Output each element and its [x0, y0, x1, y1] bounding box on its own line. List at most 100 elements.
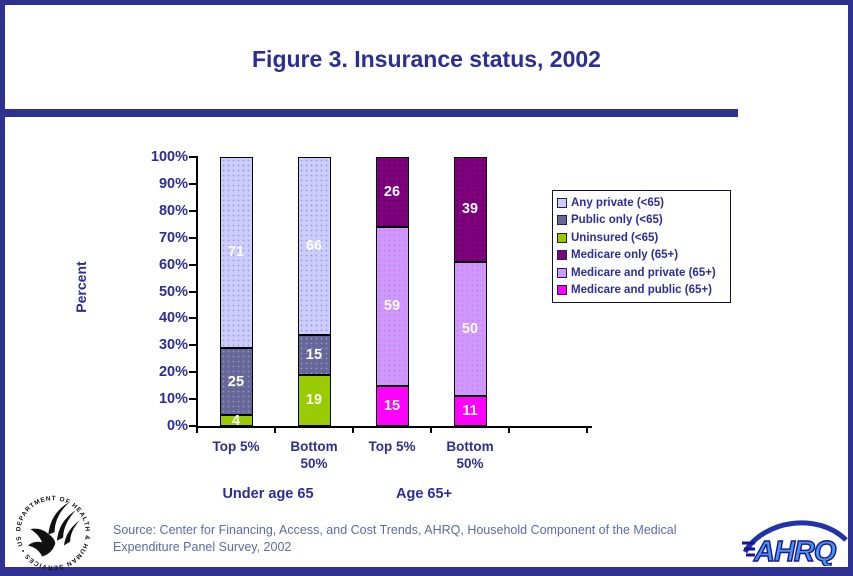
source-line: Expenditure Panel Survey, 2002: [113, 540, 292, 554]
y-axis-tick: [189, 290, 197, 293]
y-axis-tick: [189, 371, 197, 374]
legend-label: Medicare and private (65+): [571, 266, 716, 279]
page-border-left: [0, 0, 5, 576]
bar-value-label: 26: [383, 183, 401, 200]
y-axis-line: [196, 156, 198, 427]
x-axis-category-label-line: 50%: [456, 456, 484, 471]
legend-label: Uninsured (<65): [571, 231, 659, 244]
page-border-top: [0, 0, 853, 5]
bar-segment-medicare_public: 15: [375, 385, 409, 426]
x-axis-tick: [352, 426, 354, 433]
legend-item: Medicare and public (65+): [557, 282, 726, 300]
x-axis-line: [196, 426, 592, 428]
legend-item: Any private (<65): [557, 194, 726, 212]
bar-segment-any_private: 71: [219, 157, 253, 348]
bar-value-label: 71: [227, 244, 245, 261]
bar-segment-medicare_private: 50: [453, 261, 487, 397]
legend-item: Medicare only (65+): [557, 247, 726, 265]
bar-value-label: 25: [227, 373, 245, 390]
legend-swatch: [557, 250, 567, 261]
y-axis-tick-label: 50%: [158, 283, 188, 300]
bar-segment-uninsured: 4: [219, 412, 253, 429]
y-axis-tick-label: 20%: [158, 364, 188, 381]
legend-label: Medicare only (65+): [571, 249, 679, 262]
x-axis-tick: [508, 426, 510, 433]
x-axis-group-label: Age 65+: [395, 486, 453, 502]
x-axis-tick: [430, 426, 432, 433]
legend-swatch: [557, 285, 567, 296]
x-axis-category-label: Top 5%: [197, 438, 275, 455]
x-axis-category-label: Bottom 50%: [275, 438, 353, 472]
y-axis-tick-label: 0%: [167, 418, 188, 434]
y-axis-tick: [189, 236, 197, 239]
bar-segment-medicare_private: 59: [375, 226, 409, 386]
y-axis-tick-label: 10%: [158, 391, 188, 408]
x-axis-category-label-line: Bottom: [446, 439, 494, 454]
x-axis-category-label-line: Top 5%: [368, 439, 416, 454]
y-axis-tick-label: 60%: [158, 256, 188, 273]
y-axis-tick: [189, 182, 197, 185]
legend-swatch: [557, 232, 567, 243]
ahrq-logo-text: AHRQ: [753, 536, 837, 566]
legend-swatch: [557, 215, 567, 226]
hhs-eagle-icon: [28, 501, 80, 557]
x-axis-category-label-line: Bottom: [290, 439, 338, 454]
x-axis-tick: [274, 426, 276, 433]
y-axis-tick: [189, 398, 197, 401]
chart-legend: Any private (<65) Public only (<65) Uninsu…: [552, 190, 731, 303]
x-axis-group-label: Under age 65: [222, 486, 314, 502]
source-note: Source: Center for Financing, Access, an…: [113, 522, 676, 556]
hhs-logo-icon: DEPARTMENT OF HEALTH & HUMAN SERVICES • …: [14, 494, 90, 571]
bar-value-label: 19: [305, 392, 323, 409]
bar-value-label: 15: [383, 397, 401, 414]
bar-segment-medicare_only: 26: [375, 157, 409, 227]
y-axis-tick-label: 80%: [158, 202, 188, 219]
bar-segment-uninsured: 19: [297, 374, 331, 426]
x-axis-category-label-line: Top 5%: [212, 439, 260, 454]
legend-item: Medicare and private (65+): [557, 264, 726, 282]
legend-item: Uninsured (<65): [557, 229, 726, 247]
bar-segment-public_only: 25: [219, 347, 253, 416]
y-axis-tick-label: 40%: [158, 310, 188, 327]
legend-label: Public only (<65): [571, 214, 663, 227]
y-axis-tick: [189, 425, 197, 427]
bar-value-label: 59: [383, 298, 401, 315]
page-border-bottom: [0, 567, 853, 576]
y-axis-tick-label: 90%: [158, 175, 188, 192]
x-axis-category-label: Bottom 50%: [431, 438, 509, 472]
y-axis-tick-label: 100%: [150, 149, 188, 165]
x-axis-category-label-line: 50%: [300, 456, 328, 471]
y-axis-tick: [189, 317, 197, 320]
bar-value-label: 15: [305, 346, 323, 363]
y-axis-tick-label: 30%: [158, 337, 188, 354]
x-axis-tick: [586, 426, 588, 433]
ahrq-speed-lines-icon: [742, 541, 755, 557]
legend-label: Any private (<65): [571, 196, 664, 209]
y-axis-tick-label: 70%: [158, 229, 188, 246]
x-axis-tick: [196, 426, 198, 433]
x-axis-category-label: Top 5%: [353, 438, 431, 455]
bar-segment-any_private: 66: [297, 157, 331, 335]
bar-value-label: 11: [462, 403, 478, 420]
bar-value-label: 50: [461, 321, 479, 338]
bar-segment-medicare_only: 39: [453, 157, 487, 262]
ahrq-logo-icon: AHRQ: [742, 520, 848, 566]
y-axis-tick: [189, 156, 197, 158]
legend-label: Medicare and public (65+): [571, 284, 712, 297]
bar-value-label: 4: [231, 412, 241, 429]
legend-swatch: [557, 267, 567, 278]
legend-swatch: [557, 197, 567, 208]
bar-segment-public_only: 15: [297, 334, 331, 375]
page-border-right: [848, 0, 853, 576]
y-axis-tick: [189, 209, 197, 212]
legend-item: Public only (<65): [557, 212, 726, 230]
bar-value-label: 66: [305, 237, 323, 254]
bar-value-label: 39: [461, 201, 479, 218]
bar-segment-medicare_public: 11: [453, 396, 487, 426]
title-underline-bar: [0, 109, 738, 117]
y-axis-tick: [189, 344, 197, 347]
source-line: Source: Center for Financing, Access, an…: [113, 523, 677, 537]
page-title: Figure 3. Insurance status, 2002: [252, 46, 601, 72]
